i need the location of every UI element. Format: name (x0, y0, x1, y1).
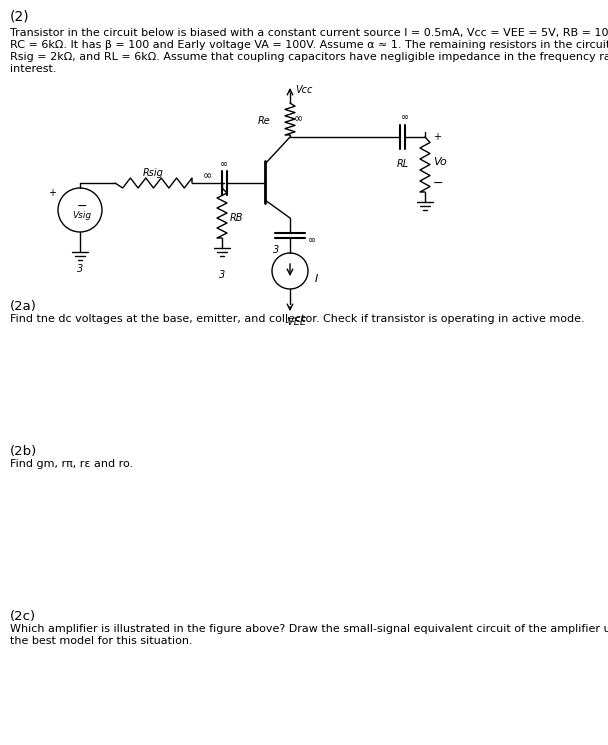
Text: (2a): (2a) (10, 300, 37, 313)
Text: −: − (77, 200, 88, 213)
Text: Rsig: Rsig (142, 168, 164, 178)
Text: Find tne dc voltages at the base, emitter, and collector. Check if transistor is: Find tne dc voltages at the base, emitte… (10, 314, 585, 324)
Text: ∞: ∞ (220, 159, 228, 169)
Text: 3: 3 (77, 264, 83, 274)
Text: -VEE: -VEE (285, 317, 307, 327)
Text: +: + (48, 188, 56, 198)
Text: ∞: ∞ (401, 112, 409, 122)
Text: 3: 3 (219, 270, 225, 280)
Text: (2c): (2c) (10, 610, 36, 623)
Text: ∞: ∞ (294, 114, 303, 124)
Text: the best model for this situation.: the best model for this situation. (10, 636, 193, 646)
Text: +: + (433, 132, 441, 142)
Text: RC = 6kΩ. It has β = 100 and Early voltage VA = 100V. Assume α ≈ 1. The remainin: RC = 6kΩ. It has β = 100 and Early volta… (10, 40, 608, 50)
Text: Vcc: Vcc (295, 85, 313, 95)
Text: 3: 3 (273, 245, 279, 255)
Text: ∞: ∞ (203, 171, 212, 181)
Text: Find gm, rπ, rε and ro.: Find gm, rπ, rε and ro. (10, 459, 133, 469)
Text: Which amplifier is illustrated in the figure above? Draw the small-signal equiva: Which amplifier is illustrated in the fi… (10, 624, 608, 634)
Text: ∞: ∞ (308, 235, 316, 245)
Text: interest.: interest. (10, 64, 57, 74)
Text: (2b): (2b) (10, 445, 37, 458)
Text: RL: RL (397, 159, 409, 169)
Text: −: − (433, 177, 443, 190)
Text: I: I (315, 274, 318, 284)
Text: (2): (2) (10, 10, 30, 24)
Text: Transistor in the circuit below is biased with a constant current source I = 0.5: Transistor in the circuit below is biase… (10, 28, 608, 38)
Text: RB: RB (230, 213, 243, 223)
Text: Rsig = 2kΩ, and RL = 6kΩ. Assume that coupling capacitors have negligible impeda: Rsig = 2kΩ, and RL = 6kΩ. Assume that co… (10, 52, 608, 62)
Text: Re: Re (257, 116, 270, 126)
Text: Vo: Vo (433, 157, 447, 167)
Text: Vsig: Vsig (72, 211, 92, 220)
